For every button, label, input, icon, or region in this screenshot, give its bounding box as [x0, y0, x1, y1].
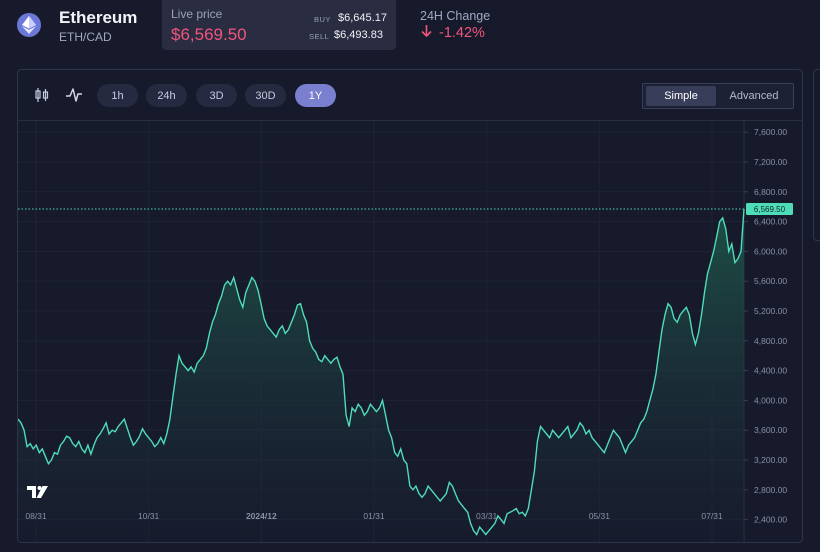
range-button-30d[interactable]: 30D	[245, 84, 286, 107]
sell-label: SELL	[309, 32, 330, 41]
y-tick-label: 4,400.00	[754, 366, 787, 376]
change-label: 24H Change	[420, 9, 491, 23]
candlestick-icon[interactable]	[33, 86, 51, 104]
svg-text:6,569.50: 6,569.50	[754, 205, 786, 214]
y-tick-label: 2,400.00	[754, 515, 787, 525]
price-axis: 2,400.00 2,800.00 3,200.00 3,600.00 4,000.00…	[744, 127, 787, 525]
chart-toolbar: 1h 24h 3D 30D 1Y Simple Advanced	[18, 70, 802, 121]
y-tick-label: 4,800.00	[754, 336, 787, 346]
x-tick-label: 01/31	[363, 511, 385, 521]
ethereum-icon	[17, 13, 41, 37]
y-tick-label: 3,600.00	[754, 425, 787, 435]
asset-header: Ethereum ETH/CAD Live price $6,569.50 BU…	[0, 0, 820, 62]
price-chart[interactable]: 2,400.00 2,800.00 3,200.00 3,600.00 4,000.00…	[18, 121, 802, 542]
y-tick-label: 5,600.00	[754, 276, 787, 286]
y-tick-label: 3,200.00	[754, 455, 787, 465]
change-indicator: -1.42%	[421, 24, 485, 42]
asset-name: Ethereum	[59, 8, 138, 27]
x-tick-label: 2024/12	[246, 511, 277, 521]
x-tick-label: 03/31	[476, 511, 498, 521]
buy-price: $6,645.17	[338, 12, 387, 24]
live-price-panel: Live price $6,569.50 BUY $6,645.17 SELL …	[162, 0, 396, 50]
asset-pair: ETH/CAD	[59, 30, 112, 44]
buy-label: BUY	[314, 15, 331, 24]
price-area-fill	[18, 209, 744, 542]
price-chart-panel: 1h 24h 3D 30D 1Y Simple Advanced 2,400.0…	[17, 69, 803, 543]
x-tick-label: 10/31	[138, 511, 160, 521]
x-tick-label: 05/31	[589, 511, 611, 521]
range-button-1y[interactable]: 1Y	[295, 84, 336, 107]
sell-price: $6,493.83	[334, 29, 383, 41]
price-line	[18, 208, 745, 536]
y-tick-label: 2,800.00	[754, 485, 787, 495]
y-tick-label: 7,200.00	[754, 157, 787, 167]
y-tick-label: 4,000.00	[754, 395, 787, 405]
arrow-down-icon	[421, 24, 432, 42]
x-tick-label: 07/31	[701, 511, 723, 521]
side-panel-edge	[813, 69, 820, 241]
y-tick-label: 7,600.00	[754, 127, 787, 137]
range-button-1h[interactable]: 1h	[97, 84, 138, 107]
mode-toggle: Simple Advanced	[642, 83, 794, 109]
simple-mode-button[interactable]: Simple	[646, 86, 716, 106]
range-button-3d[interactable]: 3D	[196, 84, 237, 107]
time-axis: 08/31 10/31 2024/12 01/31 03/31 05/31 07/31	[25, 511, 723, 521]
x-tick-label: 08/31	[25, 511, 47, 521]
y-tick-label: 6,800.00	[754, 187, 787, 197]
live-price-value: $6,569.50	[171, 25, 247, 44]
change-value: -1.42%	[439, 25, 485, 41]
advanced-mode-button[interactable]: Advanced	[729, 90, 779, 102]
y-tick-label: 6,400.00	[754, 217, 787, 227]
tradingview-logo: TV	[27, 486, 48, 498]
range-button-24h[interactable]: 24h	[146, 84, 187, 107]
live-price-label: Live price	[171, 7, 223, 21]
y-tick-label: 6,000.00	[754, 246, 787, 256]
line-chart-icon[interactable]	[65, 86, 83, 104]
y-tick-label: 5,200.00	[754, 306, 787, 316]
current-price-tag: 6,569.50	[746, 202, 793, 215]
